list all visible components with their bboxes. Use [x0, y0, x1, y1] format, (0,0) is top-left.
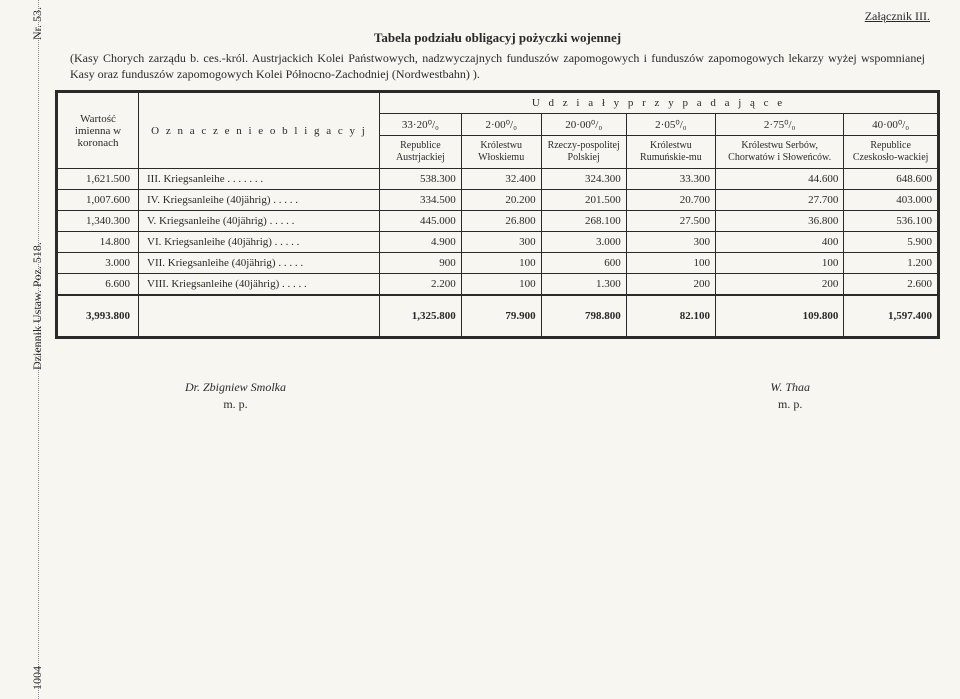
- total-row: 3,993.800 1,325.800 79.900 798.800 82.10…: [58, 295, 938, 337]
- total-v5: 1,597.400: [844, 295, 938, 337]
- table-row: 3.000VII. Kriegsanleihe (40jährig) . . .…: [58, 253, 938, 274]
- row-wartosc: 1,621.500: [58, 169, 139, 190]
- row-val: 3.000: [541, 232, 626, 253]
- page-number: 1004: [30, 666, 45, 690]
- col-oznaczenie: O z n a c z e n i e o b l i g a c y j: [139, 93, 380, 169]
- total-v2: 798.800: [541, 295, 626, 337]
- sig-left-name: Dr. Zbigniew Smolka: [185, 380, 286, 394]
- row-oznaczenie: VII. Kriegsanleihe (40jährig) . . . . .: [139, 253, 380, 274]
- row-val: 2.200: [380, 274, 462, 296]
- row-val: 403.000: [844, 190, 938, 211]
- total-v0: 1,325.800: [380, 295, 462, 337]
- table-row: 1,340.300V. Kriegsanleihe (40jährig) . .…: [58, 211, 938, 232]
- row-val: 32.400: [461, 169, 541, 190]
- row-val: 300: [626, 232, 715, 253]
- pct-1: 2·00⁰/₀: [461, 114, 541, 136]
- table-row: 6.600VIII. Kriegsanleihe (40jährig) . . …: [58, 274, 938, 296]
- issue-number: Nr. 53.: [30, 7, 45, 40]
- row-val: 334.500: [380, 190, 462, 211]
- row-val: 538.300: [380, 169, 462, 190]
- row-val: 400: [716, 232, 844, 253]
- pct-3: 2·05⁰/₀: [626, 114, 715, 136]
- total-v3: 82.100: [626, 295, 715, 337]
- row-val: 600: [541, 253, 626, 274]
- row-val: 20.700: [626, 190, 715, 211]
- table-title: Tabela podziału obligacyj pożyczki wojen…: [45, 30, 950, 46]
- row-wartosc: 1,007.600: [58, 190, 139, 211]
- total-oznaczenie: [139, 295, 380, 337]
- row-val: 100: [461, 253, 541, 274]
- row-val: 100: [461, 274, 541, 296]
- row-val: 200: [716, 274, 844, 296]
- row-val: 200: [626, 274, 715, 296]
- row-val: 1.200: [844, 253, 938, 274]
- row-val: 44.600: [716, 169, 844, 190]
- signature-right: W. Thaa m. p.: [770, 379, 810, 413]
- col-country-1: Królestwu Włoskiemu: [461, 136, 541, 169]
- row-val: 900: [380, 253, 462, 274]
- row-oznaczenie: III. Kriegsanleihe . . . . . . .: [139, 169, 380, 190]
- row-val: 36.800: [716, 211, 844, 232]
- sig-right-mp: m. p.: [778, 397, 802, 411]
- row-oznaczenie: IV. Kriegsanleihe (40jährig) . . . . .: [139, 190, 380, 211]
- col-country-2: Rzeczy-pospolitej Polskiej: [541, 136, 626, 169]
- row-val: 445.000: [380, 211, 462, 232]
- row-val: 100: [716, 253, 844, 274]
- col-wartosc: Wartość imienna w koronach: [58, 93, 139, 169]
- side-margin: Nr. 53. Dziennik Ustaw. Poz. 518. 1004: [8, 0, 39, 699]
- table-wrapper: Wartość imienna w koronach O z n a c z e…: [55, 90, 940, 339]
- signature-left: Dr. Zbigniew Smolka m. p.: [185, 379, 286, 413]
- row-wartosc: 14.800: [58, 232, 139, 253]
- row-val: 268.100: [541, 211, 626, 232]
- row-oznaczenie: VIII. Kriegsanleihe (40jährig) . . . . .: [139, 274, 380, 296]
- table-subtitle: (Kasy Chorych zarządu b. ces.-król. Aust…: [70, 50, 925, 82]
- journal-ref: Dziennik Ustaw. Poz. 518.: [30, 242, 45, 370]
- pct-2: 20·00⁰/₀: [541, 114, 626, 136]
- row-val: 4.900: [380, 232, 462, 253]
- row-val: 27.500: [626, 211, 715, 232]
- table-row: 1,621.500III. Kriegsanleihe . . . . . . …: [58, 169, 938, 190]
- row-val: 27.700: [716, 190, 844, 211]
- page-content: Załącznik III. Tabela podziału obligacyj…: [45, 5, 950, 694]
- row-val: 33.300: [626, 169, 715, 190]
- pct-0: 33·20⁰/₀: [380, 114, 462, 136]
- col-udzialy: U d z i a ł y p r z y p a d a j ą c e: [380, 93, 938, 114]
- pct-5: 40·00⁰/₀: [844, 114, 938, 136]
- row-val: 1.300: [541, 274, 626, 296]
- row-val: 536.100: [844, 211, 938, 232]
- attachment-label: Załącznik III.: [45, 9, 930, 24]
- total-v1: 79.900: [461, 295, 541, 337]
- allocation-table: Wartość imienna w koronach O z n a c z e…: [57, 92, 938, 337]
- col-country-4: Królestwu Serbów, Chorwatów i Słoweńców.: [716, 136, 844, 169]
- row-val: 5.900: [844, 232, 938, 253]
- row-val: 100: [626, 253, 715, 274]
- col-country-3: Królestwu Rumuńskie-mu: [626, 136, 715, 169]
- row-oznaczenie: VI. Kriegsanleihe (40jährig) . . . . .: [139, 232, 380, 253]
- row-val: 26.800: [461, 211, 541, 232]
- row-oznaczenie: V. Kriegsanleihe (40jährig) . . . . .: [139, 211, 380, 232]
- row-wartosc: 3.000: [58, 253, 139, 274]
- sig-right-name: W. Thaa: [770, 380, 810, 394]
- col-country-5: Republice Czeskosło-wackiej: [844, 136, 938, 169]
- pct-4: 2·75⁰/₀: [716, 114, 844, 136]
- table-row: 1,007.600IV. Kriegsanleihe (40jährig) . …: [58, 190, 938, 211]
- row-val: 2.600: [844, 274, 938, 296]
- table-row: 14.800VI. Kriegsanleihe (40jährig) . . .…: [58, 232, 938, 253]
- row-val: 324.300: [541, 169, 626, 190]
- total-v4: 109.800: [716, 295, 844, 337]
- col-country-0: Republice Austrjackiej: [380, 136, 462, 169]
- row-val: 648.600: [844, 169, 938, 190]
- row-val: 201.500: [541, 190, 626, 211]
- row-val: 20.200: [461, 190, 541, 211]
- total-wartosc: 3,993.800: [58, 295, 139, 337]
- row-wartosc: 6.600: [58, 274, 139, 296]
- sig-left-mp: m. p.: [223, 397, 247, 411]
- row-wartosc: 1,340.300: [58, 211, 139, 232]
- row-val: 300: [461, 232, 541, 253]
- signatures: Dr. Zbigniew Smolka m. p. W. Thaa m. p.: [185, 379, 810, 413]
